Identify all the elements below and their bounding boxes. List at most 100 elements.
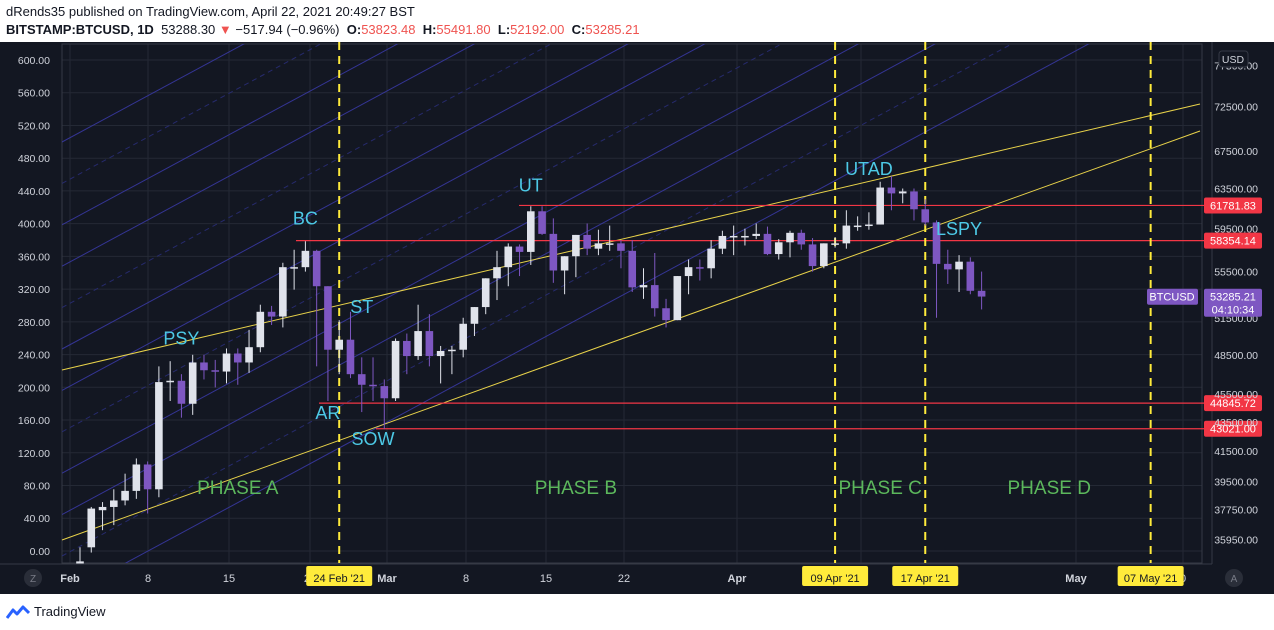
- open-label: O:: [346, 22, 362, 37]
- candle-body: [493, 267, 501, 279]
- left-axis-tick-label: 40.00: [24, 513, 50, 525]
- time-axis-tick-label: Mar: [377, 573, 397, 585]
- candle-body: [538, 211, 546, 234]
- candle-body: [121, 490, 129, 501]
- channel-line: [62, 44, 936, 516]
- symbol-badge-label: BTCUSD: [1149, 292, 1194, 304]
- price-chart[interactable]: PSY BC AR ST SOW UT UTAD LSPY PHASE A PHASE B PHAS…: [0, 42, 1274, 594]
- candle-body: [98, 506, 107, 511]
- left-axis-tick-label: 80.00: [24, 480, 50, 492]
- candle-body: [560, 256, 569, 271]
- candle-body: [549, 233, 558, 271]
- date-marker-tag: [306, 566, 373, 586]
- price-tag: [1204, 395, 1262, 412]
- candle-body: [763, 233, 772, 255]
- candle-body: [887, 187, 896, 194]
- price-tag: [1204, 232, 1262, 249]
- price-tag-label: 43021.00: [1210, 424, 1256, 436]
- current-price-label: 53285.21: [1210, 292, 1256, 304]
- left-axis-tick-label: 480.00: [18, 153, 50, 165]
- candle-body: [436, 350, 445, 357]
- right-axis-tick-label: 55500.00: [1214, 267, 1258, 279]
- candle-body: [583, 234, 591, 249]
- candle-body: [459, 323, 467, 350]
- left-axis-tick-label: 160.00: [18, 415, 50, 427]
- right-axis-tick-label: 43500.00: [1214, 417, 1258, 429]
- candle-body: [324, 286, 332, 350]
- event-label: PSY: [163, 329, 199, 349]
- event-label: BC: [293, 209, 318, 229]
- candle-body: [211, 370, 220, 372]
- candle-body: [718, 235, 727, 249]
- event-label: AR: [315, 403, 340, 423]
- right-axis-tick-label: 37750.00: [1214, 504, 1258, 516]
- channel-line: [124, 44, 1090, 563]
- auto-scale-icon-glyph: A: [1231, 574, 1238, 585]
- price-tag-label: 61781.83: [1210, 200, 1256, 212]
- auto-scale-icon[interactable]: [1225, 569, 1243, 587]
- upper-trendline: [61, 103, 1201, 371]
- candle-body: [955, 261, 963, 270]
- left-axis-tick-label: 520.00: [18, 120, 50, 132]
- left-axis-tick-label: 560.00: [18, 88, 50, 100]
- left-axis-tick-label: 440.00: [18, 186, 50, 198]
- left-axis-tick-label: 600.00: [18, 55, 50, 67]
- time-axis-tick-label: May: [1065, 573, 1087, 585]
- channel-line: [62, 44, 552, 309]
- candle-body: [267, 311, 276, 317]
- candle-body: [155, 382, 163, 490]
- last-price: 53288.30: [161, 22, 216, 37]
- high-label: H:: [422, 22, 437, 37]
- candle-body: [425, 331, 434, 357]
- price-change: −517.94 (−0.96%): [235, 22, 340, 37]
- candle-body: [110, 500, 118, 507]
- close-value: 53285.21: [585, 22, 640, 37]
- candle-body: [696, 267, 704, 269]
- candle-body: [188, 362, 197, 404]
- currency-label: USD: [1222, 54, 1245, 66]
- branding-bar: TradingView: [0, 594, 1274, 630]
- close-label: C:: [571, 22, 586, 37]
- channel-line: [62, 44, 629, 350]
- channel-line: [62, 44, 860, 474]
- right-axis-tick-label: 72500.00: [1214, 102, 1258, 114]
- down-arrow-icon: ▼: [218, 22, 232, 37]
- right-axis-tick-label: 63500.00: [1214, 184, 1258, 196]
- candle-body: [335, 339, 344, 350]
- time-axis-tick-label: Feb: [60, 573, 80, 585]
- candle-body: [797, 232, 806, 245]
- candle-body: [898, 191, 907, 194]
- left-axis-tick-label: 240.00: [18, 350, 50, 362]
- candle-body: [414, 331, 422, 357]
- candle-body: [312, 250, 321, 287]
- candle-body: [470, 307, 479, 324]
- zoom-icon[interactable]: [24, 569, 42, 587]
- candle-body: [245, 347, 253, 363]
- candle-body: [233, 353, 242, 363]
- price-tag: [1204, 420, 1262, 437]
- price-tag-label: 44845.72: [1210, 398, 1256, 410]
- right-axis-tick-label: 39500.00: [1214, 476, 1258, 488]
- candle-body: [346, 339, 355, 375]
- channel-line: [62, 44, 476, 267]
- symbol-badge: [1147, 288, 1198, 305]
- time-axis-tick-label: 22: [618, 573, 630, 585]
- event-label: UTAD: [845, 159, 893, 179]
- low-value: 52192.00: [510, 22, 565, 37]
- publish-info: dRends35 published on TradingView.com, A…: [6, 4, 415, 19]
- candle-body: [380, 386, 389, 399]
- candle-body: [504, 246, 513, 268]
- price-tag: [1204, 197, 1262, 214]
- candle-body: [707, 248, 715, 269]
- symbol-name: BITSTAMP:BTCUSD, 1D: [6, 22, 154, 37]
- channel-line: [62, 44, 783, 433]
- candle-body: [639, 285, 648, 288]
- candle-body: [943, 263, 952, 270]
- right-axis-tick-label: 48500.00: [1214, 350, 1258, 362]
- candle-body: [515, 246, 524, 252]
- date-marker-label: 07 May '21: [1124, 573, 1177, 585]
- candle-body: [662, 308, 670, 321]
- date-marker-label: 09 Apr '21: [810, 573, 859, 585]
- candle-body: [842, 225, 851, 244]
- date-marker-tag: [892, 566, 959, 586]
